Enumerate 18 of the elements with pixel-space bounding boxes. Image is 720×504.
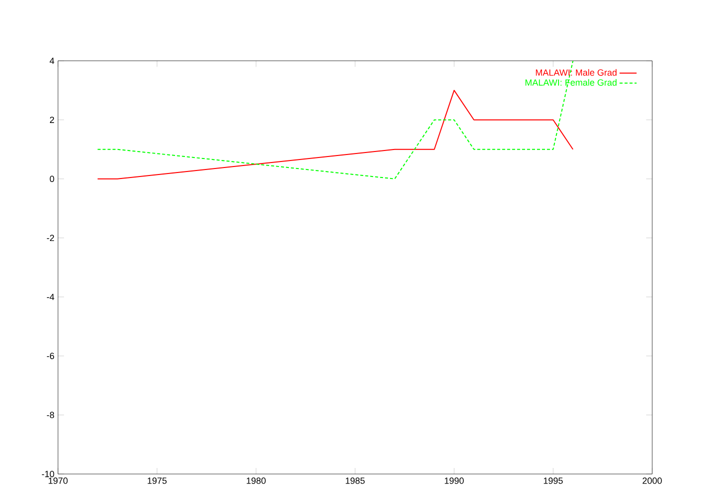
- y-tick-label: -10: [42, 470, 54, 478]
- y-tick-label: 0: [50, 176, 54, 182]
- legend-label: MALAWI: Female Grad: [525, 79, 617, 86]
- y-tick-label: -2: [46, 234, 54, 242]
- y-tick-label: -8: [46, 412, 54, 418]
- x-tick-label: 1975: [148, 478, 167, 484]
- x-tick-label: 2000: [642, 478, 662, 484]
- y-tick-label: 4: [50, 58, 54, 64]
- legend-label: MALAWI: Male Grad: [536, 69, 617, 76]
- line-series: [97, 90, 574, 180]
- y-tick-label: 2: [50, 116, 54, 123]
- y-tick-label: -6: [46, 352, 54, 360]
- y-tick-label: -4: [46, 294, 54, 300]
- x-tick-label: 1985: [346, 478, 365, 484]
- x-tick-label: 1970: [48, 478, 68, 484]
- x-tick-label: 1990: [444, 478, 464, 484]
- x-tick-label: 1995: [544, 478, 563, 484]
- x-tick-label: 1980: [246, 478, 266, 484]
